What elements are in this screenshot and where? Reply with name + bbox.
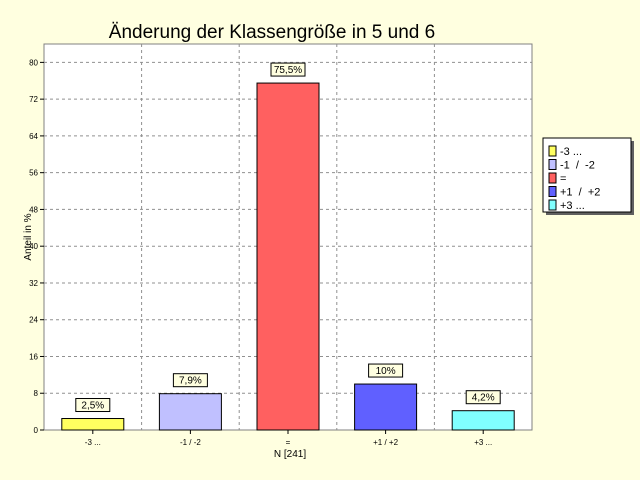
bar [61, 418, 125, 431]
y-tick-label: 80 [29, 58, 38, 67]
x-tick-label: +3 ... [474, 438, 492, 447]
y-axis-ticks: 0 8 16 24 32 40 48 56 64 72 80 [29, 58, 44, 435]
legend-label: -1 / -2 [560, 160, 595, 172]
y-tick-label: 16 [29, 352, 38, 361]
legend-swatch [548, 172, 557, 184]
x-axis-label: N [241] [274, 449, 306, 460]
y-tick-label: 56 [29, 169, 38, 178]
bars [61, 82, 515, 431]
data-label-box [75, 398, 111, 413]
x-tick-label: -3 ... [85, 438, 101, 447]
y-tick-label: 24 [29, 316, 38, 325]
y-axis-label: Anteil in % [23, 213, 34, 260]
legend-label: +1 / +2 [560, 187, 600, 199]
data-label: 7,9% [179, 376, 202, 387]
data-label-box [465, 390, 501, 405]
legend-swatch [548, 186, 557, 197]
data-label: 10% [376, 366, 396, 377]
legend-label: +3 ... [560, 200, 585, 212]
legend-box [542, 137, 632, 213]
bar [451, 410, 515, 431]
y-tick-label: 8 [34, 389, 39, 398]
bar [158, 393, 222, 431]
x-tick-label: = [286, 438, 291, 447]
y-tick-label: 32 [29, 279, 38, 288]
x-tick-label: +1 / +2 [373, 438, 398, 447]
legend: -3 ... -1 / -2= +1 / +2+3 ... [542, 137, 634, 215]
legend-label: -3 ... [560, 146, 582, 158]
bar [354, 383, 418, 431]
data-label: 4,2% [472, 393, 495, 404]
x-axis-ticks: -3 ... -1 / -2 = +1 / +2 +3 ... [85, 430, 492, 447]
data-label: 2,5% [81, 401, 104, 412]
y-tick-label: 72 [29, 95, 38, 104]
y-tick-label: 40 [29, 242, 38, 251]
y-tick-label: 48 [29, 205, 38, 214]
data-labels: 2,5% 7,9% 75,5% 10% 4,2% [75, 62, 501, 413]
legend-swatch [548, 145, 557, 157]
y-tick-label: 0 [34, 426, 39, 435]
data-label: 75,5% [274, 65, 302, 76]
x-tick-label: -1 / -2 [180, 438, 201, 447]
data-label-box [270, 62, 306, 77]
legend-swatch [548, 159, 557, 170]
data-label-box [368, 363, 404, 378]
gridlines [44, 44, 532, 430]
legend-swatch [548, 199, 557, 211]
chart-title: Änderung der Klassengröße in 5 und 6 [109, 22, 435, 43]
data-label-box [172, 373, 208, 388]
legend-label: = [560, 173, 566, 185]
bar [256, 82, 320, 431]
y-tick-label: 64 [29, 132, 38, 141]
